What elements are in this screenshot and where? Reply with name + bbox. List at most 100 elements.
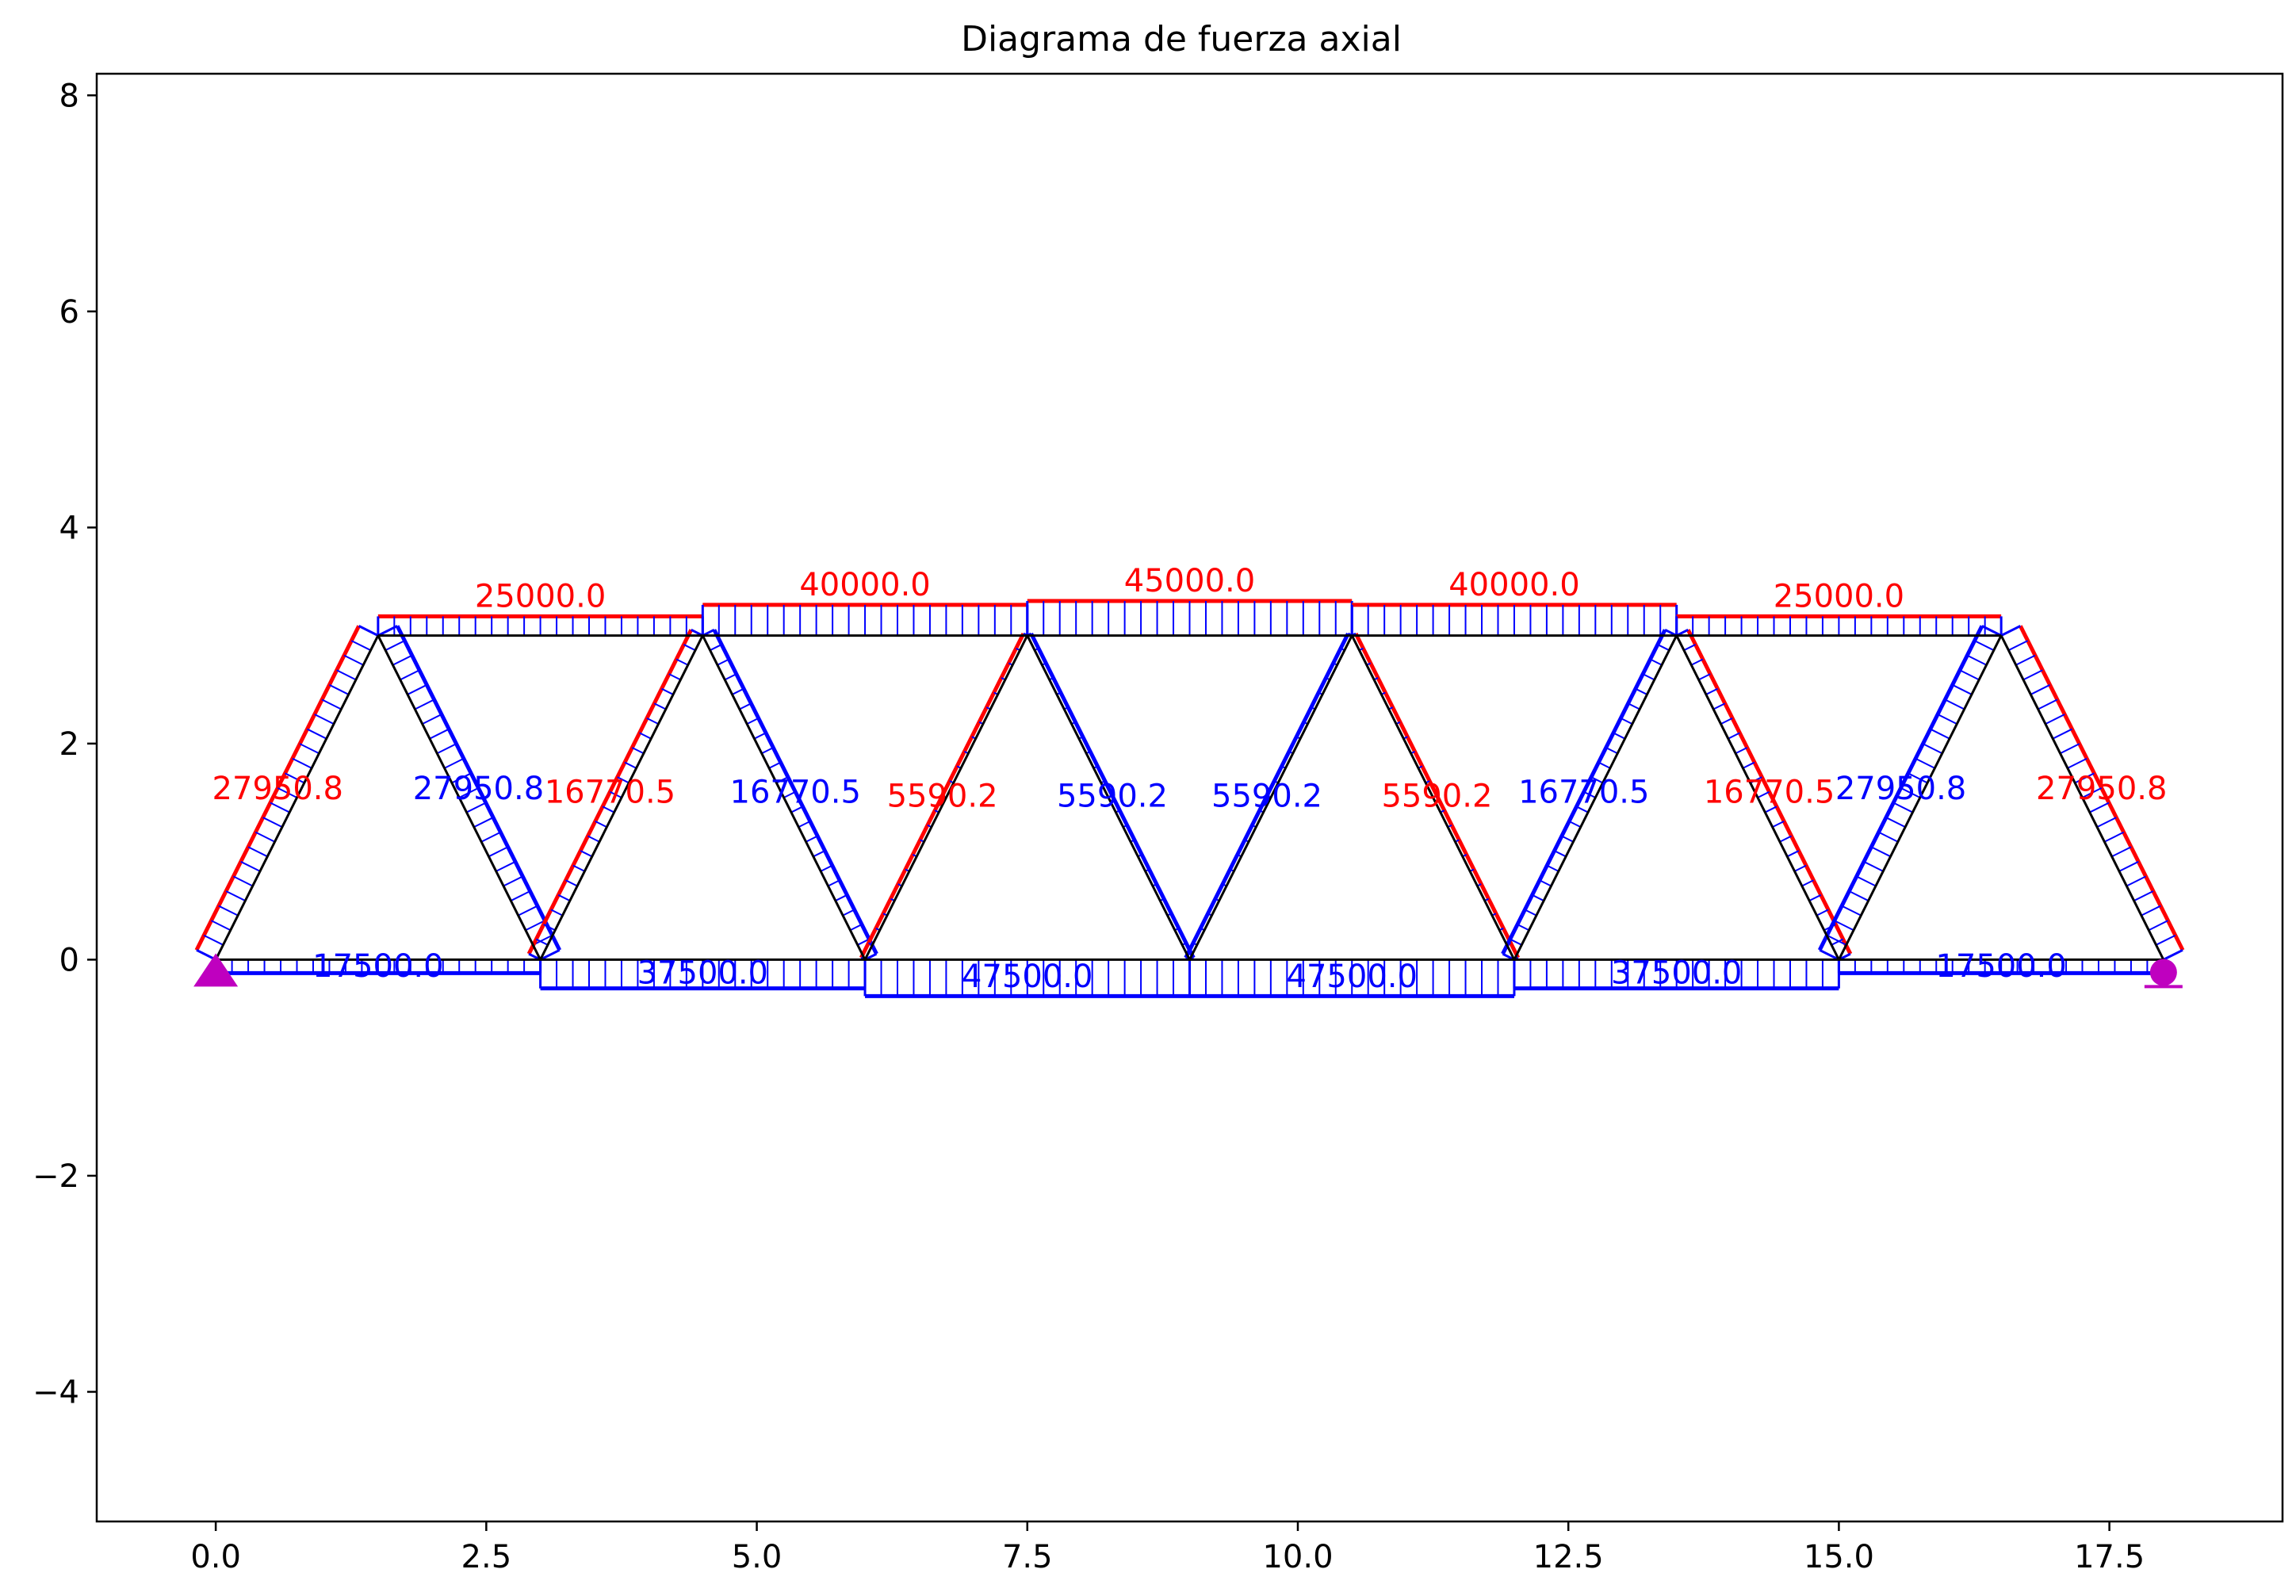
force-hatch-line: [414, 698, 435, 710]
force-hatch-line: [668, 673, 681, 681]
force-hatch-line: [299, 743, 320, 755]
force-hatch-line: [451, 772, 472, 784]
force-hatch-line: [1750, 776, 1762, 784]
force-hatch-line: [653, 702, 667, 710]
member-force-label: 40000.0: [1448, 567, 1579, 603]
roller-support-icon: [2149, 959, 2177, 986]
force-hatch-line: [675, 658, 689, 666]
force-hatch-line: [385, 640, 405, 652]
force-hatch-line: [1698, 673, 1711, 681]
force-hatch-line: [1952, 683, 1973, 695]
force-hatch-line: [1841, 905, 1862, 917]
force-hatch-line: [732, 687, 744, 695]
force-hatch-line: [321, 698, 342, 710]
member-force-label: 17500.0: [1935, 948, 2066, 985]
force-hatch-line: [790, 806, 803, 813]
x-tick-label: 0.0: [190, 1539, 241, 1575]
force-hatch-line: [587, 835, 600, 843]
force-hatch-line: [580, 850, 593, 858]
force-hatch-line: [1885, 817, 1906, 829]
truss-member: [1675, 634, 1840, 961]
force-hatch-line: [203, 934, 224, 946]
force-hatch-line: [1720, 717, 1733, 725]
force-hatch-line: [595, 821, 607, 829]
member-force-label: 16770.5: [545, 775, 675, 811]
force-hatch-line: [1598, 761, 1611, 769]
force-hatch-line: [710, 644, 722, 652]
force-hatch-line: [1728, 732, 1740, 740]
force-hatch-line: [639, 732, 652, 740]
force-hatch-line: [262, 817, 283, 829]
force-hatch-line: [761, 747, 774, 755]
x-tick-label: 12.5: [1533, 1539, 1604, 1575]
force-diagram-end: [196, 948, 216, 961]
member-force-label: 37500.0: [637, 955, 768, 992]
force-hatch-line: [488, 846, 509, 858]
x-tick-label: 7.5: [1002, 1539, 1053, 1575]
member-force-label: 5590.2: [1381, 779, 1492, 815]
force-hatch-line: [2111, 846, 2132, 858]
force-hatch-line: [1539, 879, 1552, 887]
force-hatch-line: [1944, 698, 1965, 710]
member-force-label: 27950.8: [212, 771, 343, 807]
force-hatch-line: [1735, 747, 1748, 755]
force-hatch-line: [1870, 846, 1891, 858]
force-hatch-line: [2156, 934, 2176, 946]
force-hatch-line: [557, 894, 571, 901]
force-hatch-line: [444, 757, 465, 769]
force-hatch-line: [1635, 687, 1647, 695]
truss-member: [1350, 634, 1516, 961]
force-hatch-line: [1892, 802, 1913, 813]
truss-members: [214, 634, 2165, 961]
force-hatch-line: [1772, 821, 1785, 829]
truss-member: [214, 634, 380, 961]
force-hatch-line: [1808, 894, 1822, 901]
member-force-label: 5590.2: [1211, 779, 1322, 815]
force-hatch-line: [1690, 658, 1704, 666]
force-hatch-line: [820, 864, 833, 872]
truss-member: [701, 634, 867, 961]
force-hatch-line: [277, 787, 297, 798]
force-hatch-line: [436, 743, 457, 755]
force-hatch-line: [2022, 669, 2043, 681]
force-hatch-line: [1705, 687, 1718, 695]
force-hatch-line: [218, 905, 239, 917]
force-hatch-line: [1657, 644, 1670, 652]
figure-title: Diagrama de fuerza axial: [961, 19, 1402, 59]
member-force-label: 17500.0: [312, 948, 443, 985]
force-hatch-line: [1576, 806, 1589, 813]
force-hatch-line: [328, 683, 350, 695]
force-hatch-line: [400, 669, 420, 681]
member-force-label: 47500.0: [1287, 959, 1418, 995]
force-hatch-line: [1510, 938, 1522, 946]
force-hatch-line: [739, 702, 752, 710]
force-hatch-line: [798, 821, 811, 829]
force-hatch-line: [211, 920, 232, 932]
force-hatch-line: [1827, 934, 1847, 946]
force-hatch-line: [2045, 714, 2065, 725]
force-hatch-line: [285, 772, 305, 784]
force-hatch-line: [350, 640, 372, 652]
force-hatch-line: [2074, 772, 2095, 784]
force-hatch-line: [609, 790, 622, 798]
force-hatch-line: [429, 728, 450, 740]
force-hatch-line: [768, 761, 782, 769]
truss-member: [1999, 634, 2165, 961]
force-hatch-line: [1801, 879, 1814, 887]
force-hatch-line: [307, 728, 327, 740]
force-hatch-line: [1959, 669, 1980, 681]
force-hatch-line: [535, 938, 549, 946]
force-hatch-line: [232, 875, 254, 887]
force-hatch-line: [473, 817, 494, 829]
force-hatch-line: [624, 761, 637, 769]
force-hatch-line: [617, 776, 629, 784]
y-tick-label: 8: [59, 78, 79, 114]
x-tick-label: 17.5: [2074, 1539, 2145, 1575]
supports: [193, 953, 2183, 989]
y-tick-label: −2: [33, 1158, 79, 1195]
force-hatch-line: [572, 864, 585, 872]
force-hatch-line: [254, 831, 276, 843]
force-hatch-line: [631, 747, 645, 755]
force-hatch-line: [2148, 920, 2168, 932]
